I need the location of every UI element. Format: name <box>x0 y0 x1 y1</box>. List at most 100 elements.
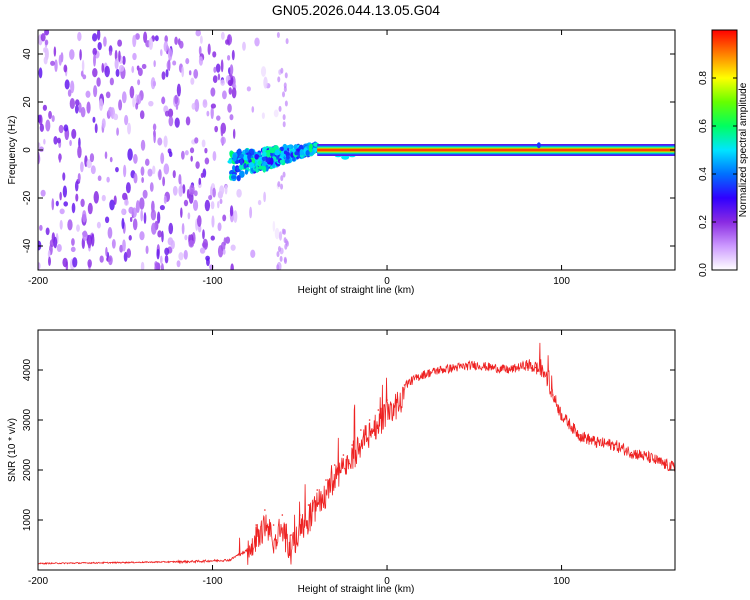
spectral-cell <box>69 139 72 147</box>
colorbar-tick-label: 0.6 <box>698 119 709 133</box>
spectral-cell <box>137 79 141 86</box>
spectral-cell <box>274 227 280 240</box>
spectral-cell <box>277 181 281 188</box>
spectral-cell <box>148 100 154 107</box>
spectral-cell <box>148 37 154 50</box>
spectral-cell <box>103 36 107 47</box>
spectral-cell <box>175 103 179 111</box>
spectral-cell <box>118 64 125 72</box>
spectral-cell <box>181 222 185 235</box>
colorbar-label: Normalized spectral amplitude <box>738 82 749 217</box>
spectral-cell <box>225 236 231 244</box>
snr-point <box>508 369 511 371</box>
colorbar-tick-label: 0.4 <box>698 167 709 181</box>
spectral-cell <box>72 257 78 268</box>
spectral-cell <box>132 34 137 48</box>
spectral-cell <box>152 80 157 87</box>
spectral-cell <box>123 164 127 178</box>
spectral-cell <box>59 208 65 215</box>
x-tick-label: -200 <box>28 576 48 587</box>
spectral-cell <box>101 118 106 129</box>
spectral-cell <box>279 255 283 262</box>
spectral-cell <box>188 240 195 248</box>
spectral-cell <box>119 244 124 253</box>
spectral-cell <box>190 77 195 85</box>
spectral-cell <box>43 138 46 145</box>
spectral-cell <box>38 142 41 148</box>
spectral-cell <box>56 137 61 144</box>
y-tick-label: 2000 <box>22 458 33 481</box>
spectral-cell <box>280 175 284 182</box>
spectral-cell <box>205 255 210 261</box>
spectral-cell <box>191 103 196 110</box>
spectral-cell <box>63 201 69 207</box>
spectral-cell <box>45 119 51 132</box>
spectral-cell <box>80 106 86 118</box>
spectral-cell <box>89 153 95 163</box>
spectral-cell <box>273 109 279 118</box>
spectral-cell <box>86 101 91 114</box>
spectral-cell <box>132 52 137 61</box>
spectral-cell <box>210 87 216 97</box>
spectral-cell <box>258 165 264 170</box>
spectral-cell <box>167 108 174 118</box>
spectral-cell <box>248 162 255 169</box>
spectral-cell <box>139 231 145 241</box>
spectral-cell <box>283 86 287 93</box>
spectral-cell <box>190 155 193 162</box>
snr-point <box>246 548 249 550</box>
spectral-cell <box>285 155 290 160</box>
spectral-cell <box>217 222 222 232</box>
spectral-cell <box>254 37 260 47</box>
spectral-cell <box>262 165 267 173</box>
spectral-cell <box>225 39 230 45</box>
spectral-cell <box>278 231 283 241</box>
spectral-cell <box>104 65 110 78</box>
snr-point <box>473 364 476 366</box>
spectral-cell <box>217 73 221 81</box>
spectral-cell <box>106 176 110 183</box>
spectral-cell <box>80 161 84 173</box>
snr-data-points <box>38 364 675 565</box>
spectral-cell <box>104 151 108 160</box>
spectral-cell <box>151 222 157 235</box>
spectral-cell <box>260 66 267 77</box>
snr-point <box>560 414 563 416</box>
spectral-cell <box>257 160 262 166</box>
spectral-cell <box>255 165 259 173</box>
spectral-cell <box>81 59 85 72</box>
region-carrier-line <box>317 142 675 156</box>
spectral-cell <box>207 43 211 56</box>
spectral-cell <box>152 165 156 175</box>
spectral-cell <box>104 216 110 224</box>
spectral-cell <box>204 157 210 165</box>
spectral-cell <box>93 53 96 67</box>
spectral-cell <box>164 35 168 43</box>
spectral-cell <box>129 216 133 223</box>
spectral-cell <box>157 230 162 238</box>
spectral-cell <box>109 199 115 211</box>
snr-y-label: SNR (10 * v/v) <box>7 418 18 482</box>
snr-point <box>307 504 310 506</box>
spectral-cell <box>111 239 116 249</box>
snr-point <box>360 429 362 431</box>
spectral-cell <box>82 230 88 242</box>
spectral-cell <box>51 115 55 122</box>
spectral-cell <box>124 199 129 206</box>
snr-point <box>552 394 554 396</box>
spectral-cell <box>92 33 98 42</box>
spectrogram-y-label: Frequency (Hz) <box>7 116 18 185</box>
spectral-cell <box>193 69 199 79</box>
spectral-cell <box>124 114 129 126</box>
spectral-cell <box>108 255 113 266</box>
spectral-cell <box>47 249 51 259</box>
spectral-cell <box>194 137 199 144</box>
spectral-cell <box>172 60 177 66</box>
spectral-cell <box>274 149 281 156</box>
spectral-cell <box>58 153 62 163</box>
spectral-cell <box>154 262 160 270</box>
spectral-cell <box>164 110 170 117</box>
y-tick-label: 20 <box>22 96 33 108</box>
spectral-cell <box>280 183 284 190</box>
